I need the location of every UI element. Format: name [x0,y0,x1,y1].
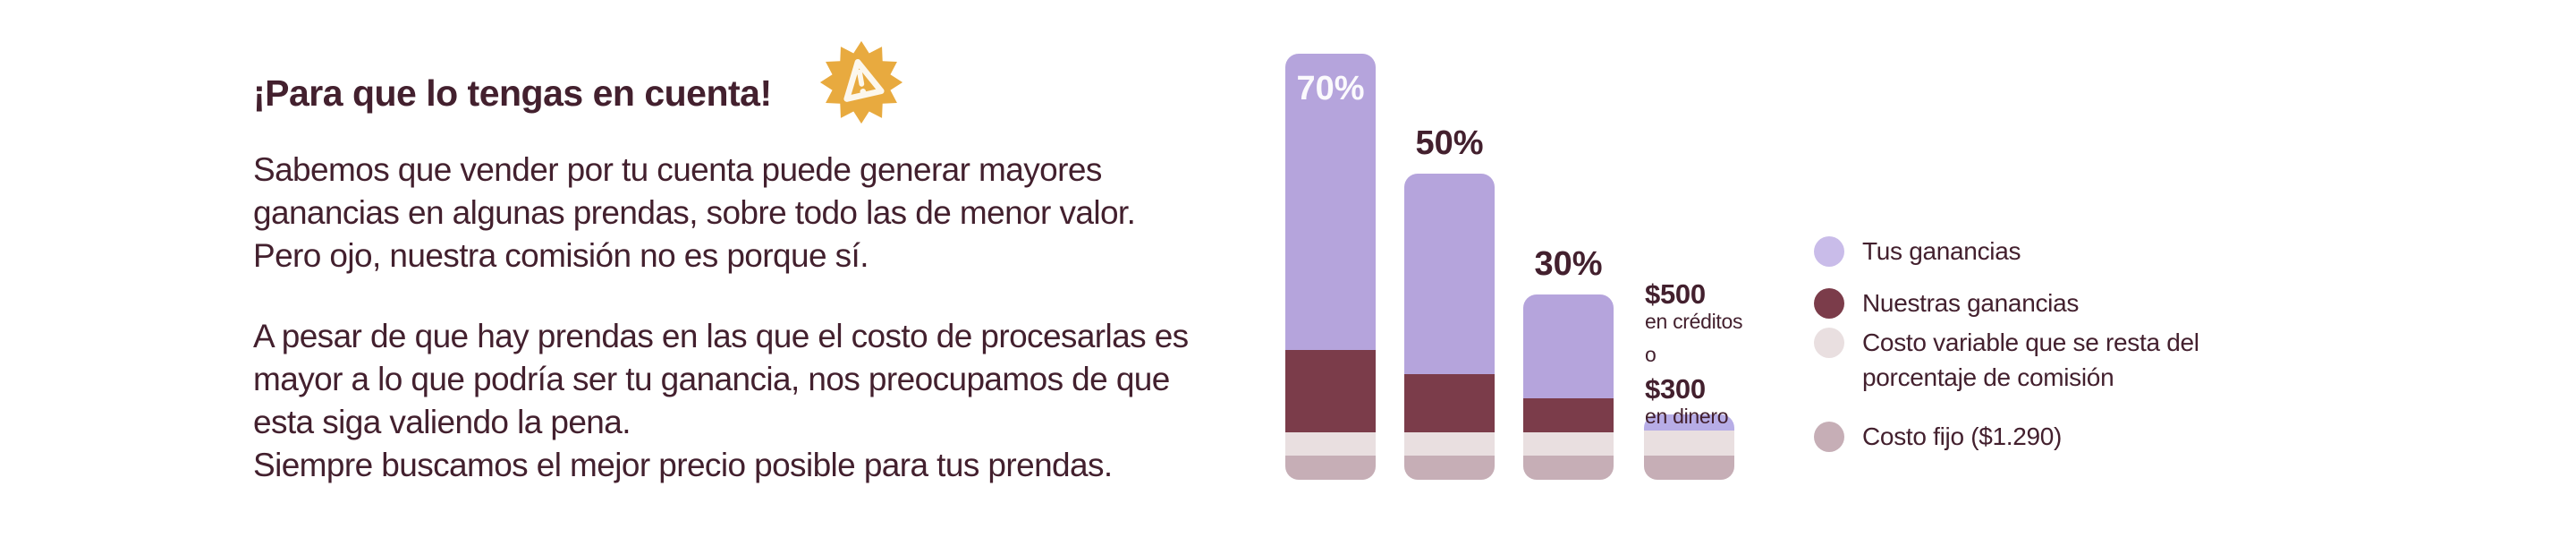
explanation-paragraph: A pesar de que hay prendas en las que el… [253,318,1189,483]
legend-dot-costo-fijo [1814,422,1844,452]
segment-nuestras-ganancias [1523,398,1614,432]
bar-1: 70% [1285,54,1376,480]
legend-dot-nuestras-ganancias [1814,288,1844,319]
segment-costo-variable-que-se-resta-del-porcentaje-de-comisi-n [1404,432,1495,456]
cash-unit: en dinero [1645,405,1729,428]
segment-costo-variable-que-se-resta-del-porcentaje-de-comisi-n [1523,432,1614,456]
segment-costo-fijo-1-290 [1523,456,1614,480]
bar4-annotation: $500 en créditos o $300 en dinero [1645,278,1851,429]
credits-amount: $500 [1645,278,1706,310]
segment-costo-fijo-1-290 [1285,456,1376,480]
legend-dot-costo-variable [1814,328,1844,358]
legend-item-nuestras-ganancias: Nuestras ganancias [1814,286,2079,320]
segment-nuestras-ganancias [1285,350,1376,432]
warning-triangle-icon [843,58,885,102]
segment-nuestras-ganancias [1404,374,1495,432]
segment-costo-fijo-1-290 [1404,456,1495,480]
bar-4 [1644,414,1734,480]
legend-label: Tus ganancias [1862,237,2021,265]
legend-label: Costo fijo ($1.290) [1862,422,2063,450]
page-title: ¡Para que lo tengas en cuenta! [253,73,772,114]
segment-costo-variable-que-se-resta-del-porcentaje-de-comisi-n [1644,431,1734,456]
segment-tus-ganancias [1404,174,1495,374]
legend-label: Costo variable que se resta del porcenta… [1862,328,2199,391]
warning-starburst-icon [819,40,903,124]
legend-item-tus-ganancias: Tus ganancias [1814,234,2021,269]
bar-value-label: 70% [1296,70,1365,107]
bar-value-label: 30% [1534,245,1603,283]
cash-amount: $300 [1645,373,1706,405]
legend-item-costo-fijo: Costo fijo ($1.290) [1814,419,2062,454]
segment-costo-variable-que-se-resta-del-porcentaje-de-comisi-n [1285,432,1376,456]
bar-value-label: 50% [1415,124,1484,162]
bar-3 [1523,294,1614,480]
credits-unit: en créditos [1645,310,1743,333]
segment-tus-ganancias [1285,54,1376,350]
segment-tus-ganancias [1644,414,1734,431]
segment-tus-ganancias [1523,294,1614,398]
legend-label: Nuestras ganancias [1862,289,2080,317]
bar-2 [1404,174,1495,480]
legend-item-costo-variable: Costo variable que se resta del porcenta… [1814,325,2199,395]
legend-dot-tus-ganancias [1814,236,1844,267]
intro-paragraph: Sabemos que vender por tu cuenta puede g… [253,151,1136,274]
conjunction-text: o [1645,343,1657,366]
segment-costo-fijo-1-290 [1644,456,1734,480]
